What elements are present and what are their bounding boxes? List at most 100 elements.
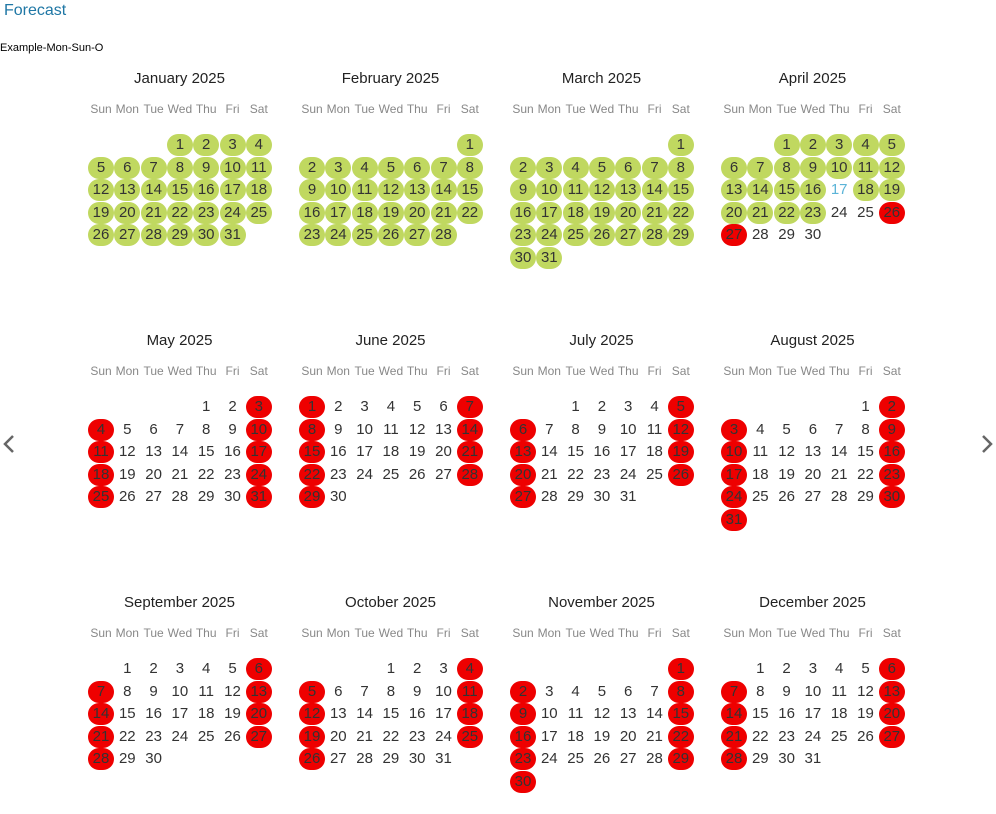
day-cell-available[interactable]: 6	[404, 156, 431, 179]
day-cell-available[interactable]: 2	[510, 156, 536, 179]
day-cell-plain[interactable]: 12	[593, 705, 611, 723]
day-cell-plain[interactable]: 12	[408, 420, 426, 438]
day-cell-available[interactable]: 20	[615, 201, 642, 224]
day-cell-plain[interactable]: 4	[756, 420, 765, 438]
day-cell-plain[interactable]: 26	[408, 465, 426, 483]
day-cell-plain[interactable]: 13	[329, 705, 347, 723]
day-cell-booked[interactable]: 3	[721, 418, 747, 441]
day-cell-available[interactable]: 28	[641, 224, 668, 247]
day-cell-plain[interactable]: 9	[149, 682, 158, 700]
day-cell-plain[interactable]: 3	[624, 398, 633, 415]
day-cell-plain[interactable]: 22	[118, 727, 136, 745]
day-cell-plain[interactable]: 9	[228, 420, 237, 438]
day-cell-plain[interactable]: 4	[571, 682, 580, 700]
day-cell-booked[interactable]: 13	[245, 680, 272, 703]
day-cell-available[interactable]: 18	[351, 201, 378, 224]
day-cell-available[interactable]: 22	[773, 201, 800, 224]
day-cell-plain[interactable]: 5	[861, 660, 870, 677]
day-cell-plain[interactable]: 24	[435, 727, 452, 745]
day-cell-available[interactable]: 28	[430, 224, 457, 247]
day-cell-booked[interactable]: 9	[878, 418, 905, 441]
day-cell-available[interactable]: 29	[166, 224, 193, 247]
day-cell-available[interactable]: 13	[615, 179, 642, 202]
day-cell-booked[interactable]: 20	[510, 463, 536, 486]
day-cell-plain[interactable]: 10	[619, 420, 637, 438]
day-cell-plain[interactable]: 17	[356, 443, 373, 461]
day-cell-available[interactable]: 11	[562, 179, 589, 202]
day-cell-available[interactable]: 17	[325, 201, 352, 224]
day-cell-booked[interactable]: 14	[88, 703, 114, 726]
day-cell-plain[interactable]: 3	[360, 398, 369, 415]
day-cell-available[interactable]: 4	[852, 134, 879, 156]
day-cell-plain[interactable]: 30	[408, 750, 426, 768]
day-cell-plain[interactable]: 22	[197, 465, 215, 483]
day-cell-booked[interactable]: 26	[299, 748, 325, 771]
day-cell-available[interactable]: 31	[219, 224, 246, 247]
day-cell-plain[interactable]: 26	[593, 750, 611, 768]
day-cell-available[interactable]: 6	[615, 156, 642, 179]
day-cell-available[interactable]: 30	[510, 247, 536, 269]
day-cell-booked[interactable]: 2	[878, 396, 905, 418]
day-cell-plain[interactable]: 1	[861, 398, 870, 415]
day-cell-available[interactable]: 5	[377, 156, 404, 179]
day-cell-booked[interactable]: 5	[667, 396, 694, 418]
day-cell-booked[interactable]: 16	[878, 441, 905, 464]
day-cell-available[interactable]: 16	[299, 201, 325, 224]
day-cell-plain[interactable]: 24	[619, 465, 637, 483]
day-cell-plain[interactable]: 28	[830, 488, 848, 506]
day-cell-available[interactable]: 4	[562, 156, 589, 179]
day-cell-available[interactable]: 19	[88, 201, 114, 224]
day-cell-booked[interactable]: 14	[721, 703, 747, 726]
day-cell-plain[interactable]: 26	[118, 488, 136, 506]
day-cell-booked[interactable]: 5	[299, 680, 325, 703]
day-cell-plain[interactable]: 24	[804, 727, 822, 745]
day-cell-plain[interactable]: 21	[171, 465, 189, 483]
day-cell-available[interactable]: 5	[878, 134, 905, 156]
day-cell-booked[interactable]: 27	[878, 725, 905, 748]
day-cell-booked[interactable]: 1	[299, 396, 325, 418]
day-cell-booked[interactable]: 22	[667, 725, 694, 748]
day-cell-plain[interactable]: 7	[650, 682, 659, 700]
day-cell-plain[interactable]: 9	[782, 682, 791, 700]
day-cell-booked[interactable]: 7	[88, 680, 114, 703]
day-cell-available[interactable]: 3	[826, 134, 853, 156]
day-cell-booked[interactable]: 28	[88, 748, 114, 771]
day-cell-available[interactable]: 18	[562, 201, 589, 224]
day-cell-available[interactable]: 9	[299, 179, 325, 202]
day-cell-plain[interactable]: 19	[118, 465, 136, 483]
day-cell-available[interactable]: 14	[747, 179, 774, 202]
day-cell-plain[interactable]: 5	[228, 660, 237, 677]
day-cell-available[interactable]: 20	[721, 201, 747, 224]
day-cell-booked[interactable]: 17	[721, 463, 747, 486]
day-cell-available[interactable]: 6	[721, 156, 747, 179]
day-cell-available[interactable]: 7	[641, 156, 668, 179]
day-cell-available[interactable]: 3	[536, 156, 563, 179]
day-cell-available[interactable]: 20	[114, 201, 141, 224]
day-cell-booked[interactable]: 9	[510, 703, 536, 726]
day-cell-booked[interactable]: 20	[245, 703, 272, 726]
day-cell-plain[interactable]: 9	[413, 682, 422, 700]
day-cell-plain[interactable]: 18	[751, 465, 769, 483]
day-cell-booked[interactable]: 11	[88, 441, 114, 464]
day-cell-booked[interactable]: 29	[667, 748, 694, 771]
day-cell-plain[interactable]: 20	[329, 727, 347, 745]
day-cell-available[interactable]: 9	[193, 156, 220, 179]
day-cell-booked[interactable]: 4	[88, 418, 114, 441]
day-cell-plain[interactable]: 12	[118, 443, 136, 461]
day-cell-plain[interactable]: 6	[808, 420, 818, 438]
day-cell-booked[interactable]: 31	[721, 509, 747, 531]
day-cell-plain[interactable]: 9	[597, 420, 607, 438]
day-cell-booked[interactable]: 23	[510, 748, 536, 771]
day-cell-plain[interactable]: 14	[646, 705, 663, 723]
day-cell-available[interactable]: 6	[114, 156, 141, 179]
day-cell-booked[interactable]: 23	[878, 463, 905, 486]
day-cell-available[interactable]: 4	[245, 134, 272, 156]
day-cell-plain[interactable]: 6	[334, 682, 343, 700]
day-cell-plain[interactable]: 6	[439, 398, 448, 415]
day-cell-available[interactable]: 19	[377, 201, 404, 224]
day-cell-plain[interactable]: 30	[224, 488, 241, 506]
day-cell-available[interactable]: 25	[562, 224, 589, 247]
day-cell-plain[interactable]: 10	[540, 705, 558, 723]
day-cell-plain[interactable]: 7	[835, 420, 844, 438]
day-cell-plain[interactable]: 20	[435, 443, 452, 461]
